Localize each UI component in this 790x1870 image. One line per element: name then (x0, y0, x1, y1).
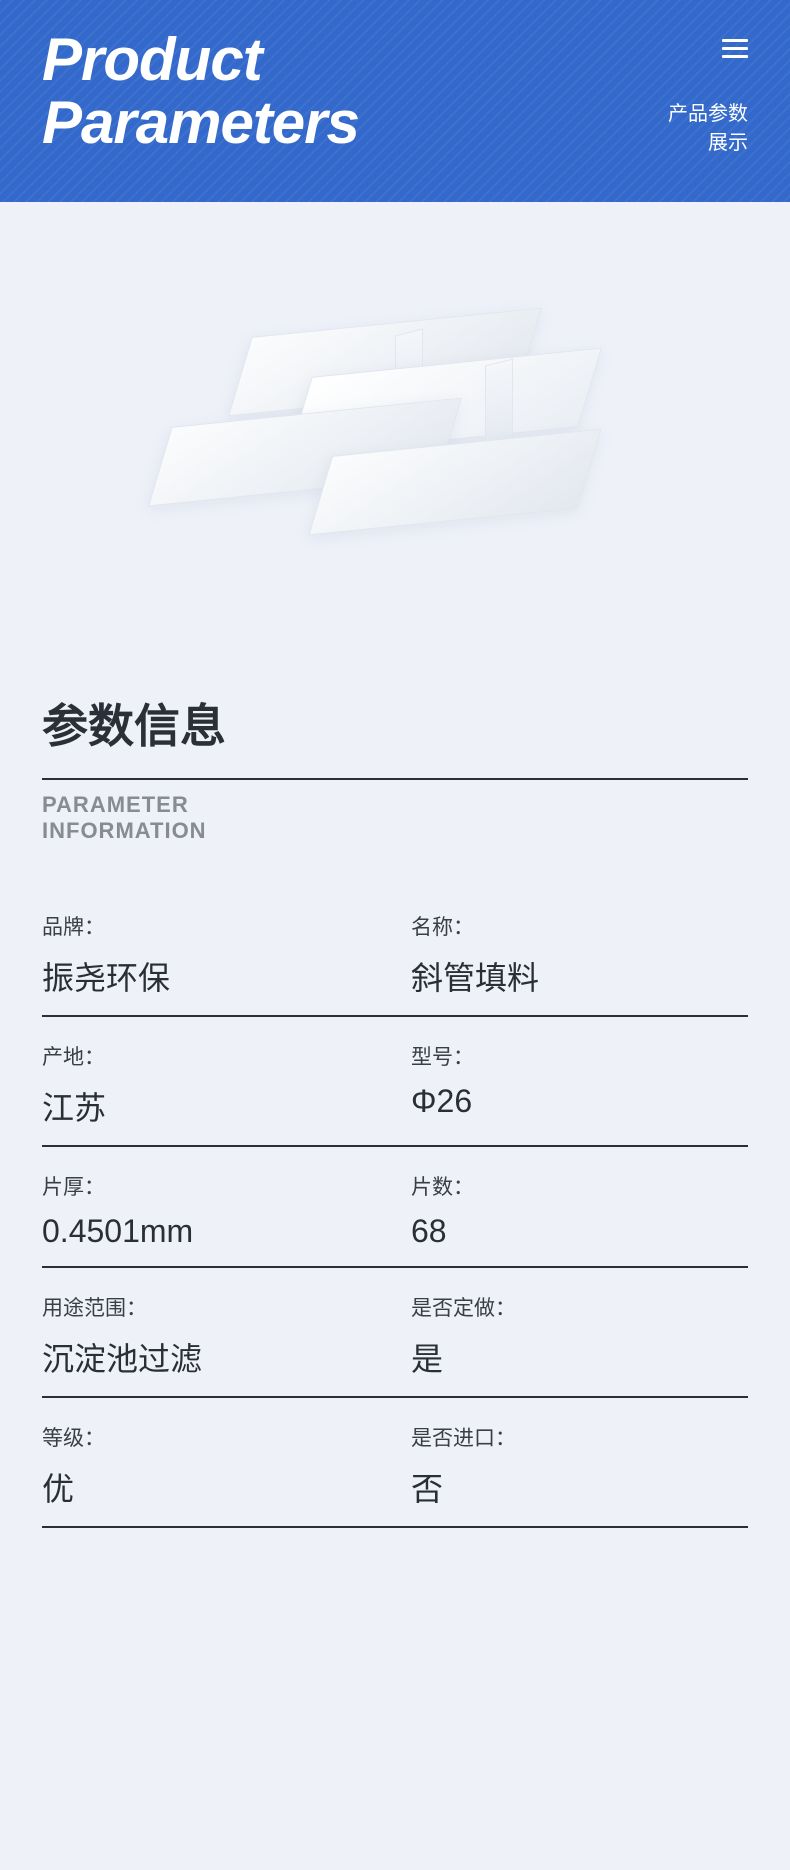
header: Product Parameters 产品参数 展示 (0, 0, 790, 202)
page-title: Product Parameters (42, 28, 748, 154)
param-label: 是否进口： (411, 1422, 748, 1452)
param-value: 否 (411, 1464, 748, 1510)
param-label: 片数： (411, 1171, 748, 1201)
param-value: 是 (411, 1334, 748, 1380)
param-cell-left: 等级： 优 (42, 1422, 379, 1510)
product-image (125, 262, 665, 602)
param-row: 产地： 江苏 型号： Φ26 (42, 1017, 748, 1147)
param-row: 品牌： 振尧环保 名称： 斜管填料 (42, 887, 748, 1017)
section-title-en: PARAMETER INFORMATION (42, 792, 748, 845)
param-cell-left: 片厚： 0.4501mm (42, 1171, 379, 1250)
param-cell-left: 品牌： 振尧环保 (42, 911, 379, 999)
en-line-2: INFORMATION (42, 818, 748, 844)
param-cell-right: 片数： 68 (411, 1171, 748, 1250)
sub-line-1: 产品参数 (668, 100, 748, 129)
header-subtitle: 产品参数 展示 (668, 100, 748, 158)
sub-line-2: 展示 (668, 129, 748, 158)
param-value: 振尧环保 (42, 953, 379, 999)
param-cell-right: 是否定做： 是 (411, 1292, 748, 1380)
param-label: 片厚： (42, 1171, 379, 1201)
param-label: 产地： (42, 1041, 379, 1071)
param-row: 用途范围： 沉淀池过滤 是否定做： 是 (42, 1268, 748, 1398)
param-value: 68 (411, 1213, 748, 1250)
param-value: 沉淀池过滤 (42, 1334, 379, 1380)
section-title-cn: 参数信息 (42, 690, 748, 756)
param-label: 名称： (411, 911, 748, 941)
param-label: 品牌： (42, 911, 379, 941)
param-cell-right: 是否进口： 否 (411, 1422, 748, 1510)
title-line-1: Product (42, 28, 748, 91)
param-label: 用途范围： (42, 1292, 379, 1322)
content: 参数信息 PARAMETER INFORMATION 品牌： 振尧环保 名称： 斜管填… (0, 642, 790, 1648)
hamburger-menu-icon[interactable] (722, 34, 748, 63)
param-value: 0.4501mm (42, 1213, 379, 1250)
param-value: Φ26 (411, 1083, 748, 1120)
section-divider (42, 778, 748, 780)
param-row: 片厚： 0.4501mm 片数： 68 (42, 1147, 748, 1268)
param-label: 等级： (42, 1422, 379, 1452)
param-label: 是否定做： (411, 1292, 748, 1322)
en-line-1: PARAMETER (42, 792, 748, 818)
param-value: 斜管填料 (411, 953, 748, 999)
param-row: 等级： 优 是否进口： 否 (42, 1398, 748, 1528)
param-value: 江苏 (42, 1083, 379, 1129)
param-cell-left: 用途范围： 沉淀池过滤 (42, 1292, 379, 1380)
param-cell-right: 名称： 斜管填料 (411, 911, 748, 999)
param-value: 优 (42, 1464, 379, 1510)
title-line-2: Parameters (42, 91, 748, 154)
param-label: 型号： (411, 1041, 748, 1071)
parameters-table: 品牌： 振尧环保 名称： 斜管填料产地： 江苏 型号： Φ26 片厚： 0.4501mm 片数： 6… (42, 887, 748, 1528)
product-image-area (0, 202, 790, 642)
param-cell-right: 型号： Φ26 (411, 1041, 748, 1129)
param-cell-left: 产地： 江苏 (42, 1041, 379, 1129)
